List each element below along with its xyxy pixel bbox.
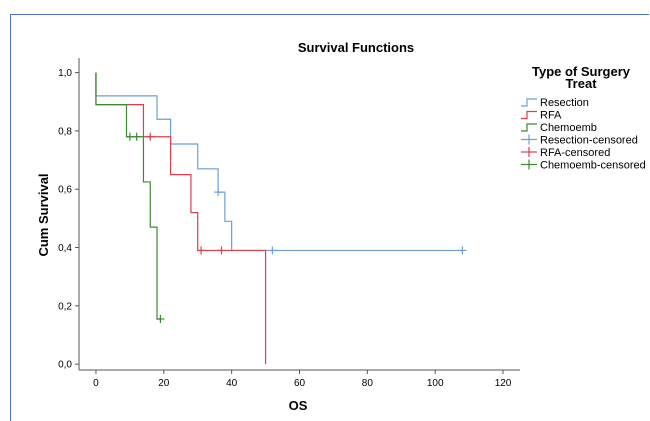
survival-line-chemoemb [95,72,161,320]
axes: 0,0 0,2 0,4 0,6 0,8 1,0 0 20 40 60 80 100 120 [58,58,520,389]
legend-label: RFA [540,110,562,122]
y-tick-label: 0,4 [58,243,72,254]
y-tick-label: 1,0 [58,68,72,79]
legend-title-line2: Treat [565,76,597,91]
x-axis-title: OS [289,398,308,413]
x-tick-label: 40 [226,378,238,389]
survival-line-resection [95,72,463,252]
y-tick-label: 0,0 [58,360,72,371]
y-axis-title: Cum Survival [36,173,51,256]
series-layer [95,72,467,365]
survival-line-rfa [95,72,267,365]
y-tick-label: 0,2 [58,301,72,312]
chart-title: Survival Functions [298,40,414,55]
legend: Type of Surgery Treat ResectionRFAChemoe… [521,64,646,172]
legend-swatch-rfa [521,110,537,120]
legend-title-line1: Type of Surgery [532,64,631,79]
chart-frame [10,14,649,421]
x-tick-label: 0 [93,378,99,389]
x-tick-label: 80 [362,378,374,389]
legend-label: Chemoemb [540,122,597,134]
y-tick-label: 0,8 [58,126,72,137]
x-tick-label: 20 [158,378,170,389]
y-tick-label: 0,6 [58,185,72,196]
x-tick-label: 120 [495,378,512,389]
legend-label: Resection [540,97,589,109]
legend-label: RFA-censored [540,147,610,159]
legend-swatch-resection [521,98,537,107]
x-tick-label: 100 [427,378,444,389]
x-tick-label: 60 [294,378,306,389]
legend-label: Chemoemb-censored [540,160,646,172]
legend-swatch-chemoemb [521,123,537,132]
legend-label: Resection-censored [540,135,638,147]
